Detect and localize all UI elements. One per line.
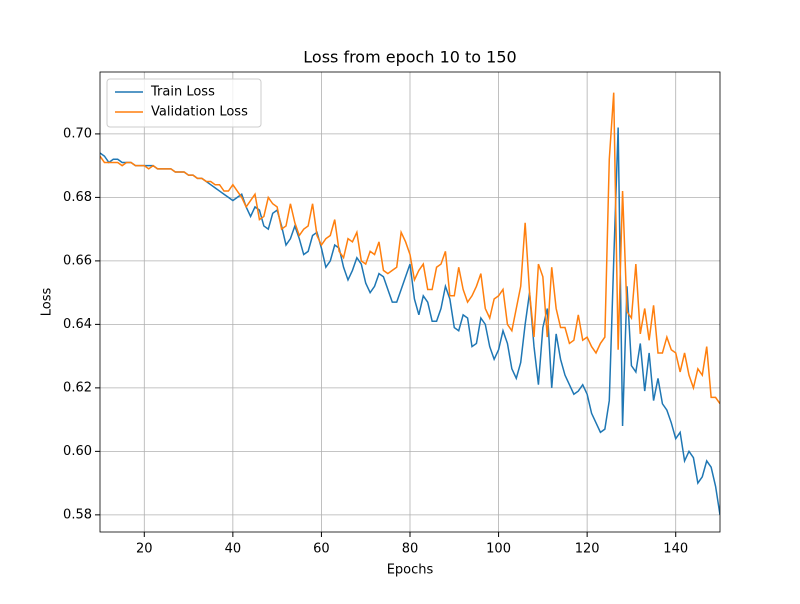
x-tick-label: 100 <box>486 542 511 557</box>
x-tick-label: 80 <box>402 542 419 557</box>
legend-label: Validation Loss <box>151 105 248 120</box>
x-tick-label: 40 <box>225 542 242 557</box>
y-tick-label: 0.70 <box>63 126 92 141</box>
x-tick-label: 60 <box>313 542 330 557</box>
y-axis-label: Loss <box>40 288 55 317</box>
x-tick-label: 140 <box>663 542 688 557</box>
y-tick-label: 0.60 <box>63 444 92 459</box>
y-tick-label: 0.66 <box>63 253 92 268</box>
y-tick-label: 0.62 <box>63 380 92 395</box>
y-tick-label: 0.68 <box>63 190 92 205</box>
legend-label: Train Loss <box>150 85 215 100</box>
series-line <box>100 92 720 405</box>
x-tick-label: 20 <box>136 542 153 557</box>
x-tick-label: 120 <box>575 542 600 557</box>
legend-box <box>106 78 262 128</box>
chart-title: Loss from epoch 10 to 150 <box>303 48 516 67</box>
plot-frame <box>99 71 721 533</box>
x-axis-label: Epochs <box>387 563 434 578</box>
y-tick-label: 0.58 <box>63 507 92 522</box>
y-tick-label: 0.64 <box>63 317 92 332</box>
